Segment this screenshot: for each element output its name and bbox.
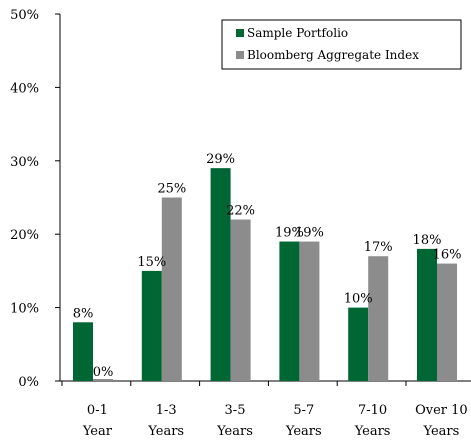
bars — [73, 168, 457, 381]
y-tick-label: 20% — [10, 228, 39, 243]
data-label-bloomberg-aggregate-index: 16% — [433, 248, 462, 263]
data-label-bloomberg-aggregate-index: 0% — [93, 365, 114, 380]
data-label-sample-portfolio: 19% — [275, 226, 304, 241]
x-category-label-line: Years — [147, 424, 184, 439]
bar-sample-portfolio — [279, 241, 300, 381]
bar-bloomberg-aggregate-index — [93, 379, 113, 381]
x-category-label: 7-10 Years — [354, 403, 391, 439]
x-category-label-line: 5-7 — [293, 403, 314, 418]
x-category-label-line: Years — [216, 424, 253, 439]
x-category-label: 3-5 Years — [216, 403, 253, 439]
bar-bloomberg-aggregate-index — [437, 263, 457, 381]
x-category-label-line: 0-1 — [87, 403, 108, 418]
bar-bloomberg-aggregate-index — [230, 219, 251, 381]
y-tick-label: 50% — [10, 8, 39, 23]
axes: 0% 10% 20% 30% 40% 50% 0-1 Year 1-3 Years 3-5 Years… — [10, 8, 471, 439]
data-label-bloomberg-aggregate-index: 22% — [226, 204, 255, 219]
y-tick-label: 10% — [10, 302, 39, 317]
data-label-sample-portfolio: 15% — [137, 255, 166, 270]
legend-label-bloomberg-aggregate-index: Bloomberg Aggregate Index — [247, 48, 419, 62]
x-category-label: Over 10 Years — [415, 403, 468, 439]
legend-swatch-bloomberg-aggregate-index — [236, 51, 244, 59]
bar-bloomberg-aggregate-index — [161, 197, 182, 381]
data-label-bloomberg-aggregate-index: 19% — [295, 226, 324, 241]
x-category-label-line: 3-5 — [225, 403, 246, 418]
x-category-label: 1-3 Years — [147, 403, 184, 439]
legend-box — [221, 19, 462, 70]
x-category-label-line: Years — [354, 424, 391, 439]
legend: Sample Portfolio Bloomberg Aggregate Ind… — [221, 19, 462, 70]
x-category-label-line: 1-3 — [156, 403, 177, 418]
y-tick-label: 0% — [18, 375, 39, 390]
bar-sample-portfolio — [417, 248, 437, 381]
data-label-bloomberg-aggregate-index: 17% — [364, 240, 393, 255]
bar-sample-portfolio — [348, 307, 369, 381]
x-category-label-line: Years — [285, 424, 322, 439]
x-category-label-line: Over 10 — [415, 403, 468, 418]
x-category-label: 0-1 Year — [82, 403, 113, 439]
data-label-bloomberg-aggregate-index: 25% — [157, 182, 186, 197]
y-tick-label: 40% — [10, 81, 39, 96]
data-label-sample-portfolio: 18% — [413, 233, 442, 248]
y-tick-label: 30% — [10, 155, 39, 170]
legend-swatch-sample-portfolio — [236, 29, 244, 37]
x-category-label-line: 7-10 — [358, 403, 387, 418]
x-category-label: 5-7 Years — [285, 403, 322, 439]
bar-sample-portfolio — [141, 270, 162, 381]
data-label-sample-portfolio: 8% — [73, 306, 94, 321]
x-category-label-line: Years — [423, 424, 460, 439]
data-label-sample-portfolio: 29% — [206, 152, 235, 167]
bar-bloomberg-aggregate-index — [299, 241, 320, 381]
bar-sample-portfolio — [210, 168, 231, 381]
bar-bloomberg-aggregate-index — [368, 256, 389, 381]
bar-sample-portfolio — [73, 322, 93, 381]
x-category-label-line: Year — [82, 424, 113, 439]
data-labels: 8% 15% 29% 19% 10% 18% 0% 25% 22% 19% 17% 16% — [73, 152, 462, 380]
legend-label-sample-portfolio: Sample Portfolio — [247, 26, 348, 40]
data-label-sample-portfolio: 10% — [344, 292, 373, 307]
